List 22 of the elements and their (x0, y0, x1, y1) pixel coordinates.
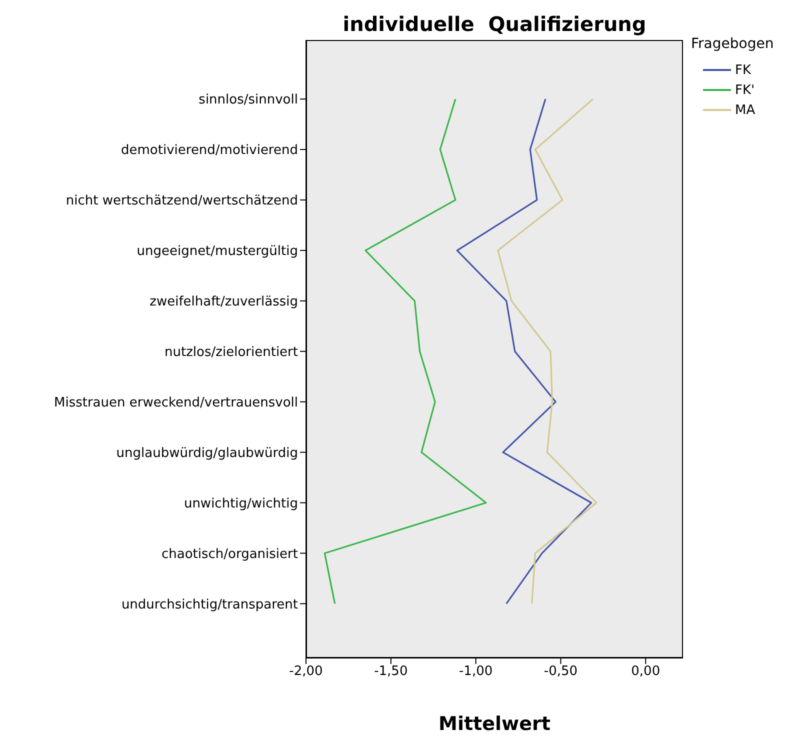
legend-label: FK (735, 62, 752, 78)
y-tick-label: unglaubwürdig/glaubwürdig (116, 446, 298, 461)
x-tick-label: -2,00 (289, 664, 323, 680)
y-tick-label: nutzlos/zielorientiert (164, 344, 298, 360)
x-axis-title: Mittelwert (438, 713, 550, 735)
x-tick-label: 0,00 (631, 664, 660, 680)
y-tick-label: unwichtig/wichtig (184, 496, 298, 512)
legend-title: Fragebogen (691, 36, 774, 52)
x-tick-label: -1,00 (459, 664, 493, 680)
y-tick-label: demotivierend/motivierend (121, 143, 298, 158)
x-tick-label: -1,50 (374, 664, 408, 680)
y-tick-label: chaotisch/organisiert (161, 546, 298, 562)
y-tick-label: undurchsichtig/transparent (121, 597, 298, 612)
chart-title: individuelle Qualifizierung (342, 12, 648, 36)
y-tick-label: sinnlos/sinnvoll (198, 92, 298, 108)
y-tick-label: ungeeignet/mustergültig (136, 244, 298, 260)
x-tick-label: -0,50 (544, 664, 578, 680)
y-tick-label: zweifelhaft/zuverlässig (150, 294, 298, 310)
legend-label: MA (735, 102, 756, 118)
legend-label: FK' (735, 82, 755, 98)
y-tick-label: Misstrauen erweckend/vertrauensvoll (54, 395, 298, 410)
y-tick-label: nicht wertschätzend/wertschätzend (66, 194, 298, 209)
